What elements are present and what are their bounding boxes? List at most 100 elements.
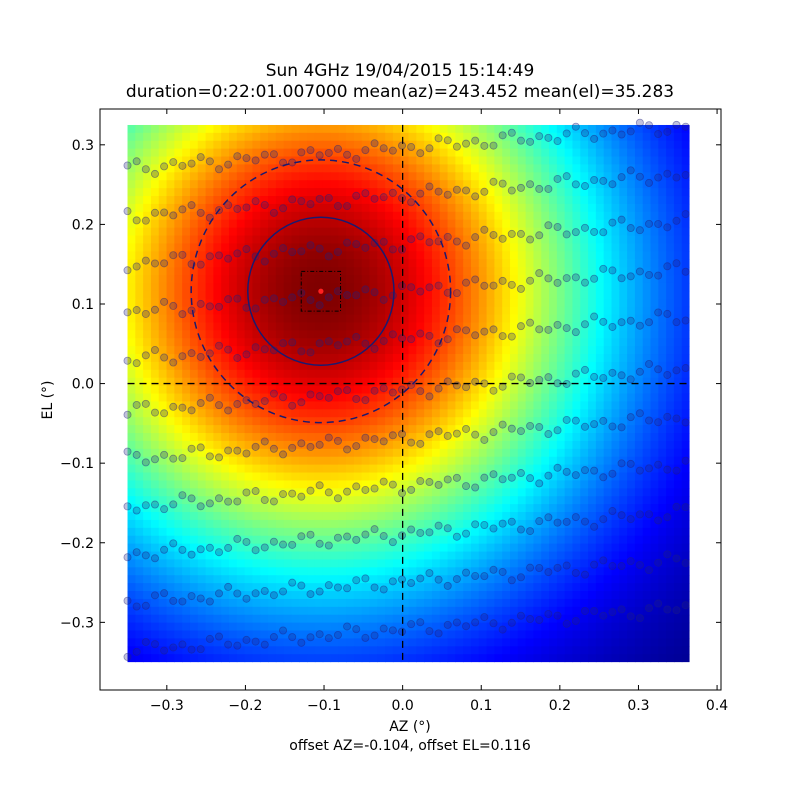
scan-point: [224, 497, 233, 506]
scan-point: [434, 575, 443, 584]
scan-point: [608, 266, 617, 275]
scan-point: [160, 545, 169, 554]
scan-point: [160, 208, 169, 217]
scan-point: [215, 251, 224, 260]
scan-point: [645, 464, 654, 473]
scan-point: [462, 326, 471, 335]
scan-point: [645, 219, 654, 228]
scan-point: [343, 238, 352, 247]
scan-point: [297, 148, 306, 157]
scan-point: [635, 267, 644, 276]
scan-point: [626, 316, 635, 325]
scan-point: [242, 537, 251, 546]
scan-point: [233, 353, 242, 362]
scan-point: [169, 251, 178, 260]
scan-point: [672, 318, 681, 327]
scan-point: [480, 225, 489, 234]
scan-point: [205, 452, 214, 461]
scan-point: [178, 545, 187, 554]
scan-point: [379, 384, 388, 393]
chart-subtitle: duration=0:22:01.007000 mean(az)=243.452…: [125, 82, 675, 102]
scan-point: [233, 534, 242, 543]
scan-point: [306, 530, 315, 539]
y-tick-label: −0.3: [60, 615, 94, 631]
scan-point: [635, 409, 644, 418]
scan-point: [580, 278, 589, 287]
scan-point: [150, 554, 159, 563]
scan-point: [535, 615, 544, 624]
scan-point: [580, 422, 589, 431]
scan-point: [260, 496, 269, 505]
x-tick-label: 0.4: [706, 698, 728, 714]
scan-point: [306, 200, 315, 209]
scan-point: [288, 540, 297, 549]
scan-point: [571, 471, 580, 480]
scan-point: [315, 339, 324, 348]
scan-point: [443, 288, 452, 297]
scan-point: [407, 525, 416, 534]
scan-point: [571, 416, 580, 425]
scan-point: [562, 517, 571, 526]
scan-point: [544, 568, 553, 577]
scan-point: [123, 161, 132, 170]
scan-point: [178, 161, 187, 170]
scan-point: [544, 133, 553, 142]
scan-point: [599, 317, 608, 326]
scan-point: [535, 132, 544, 141]
scan-point: [462, 383, 471, 392]
scan-point: [224, 160, 233, 169]
scan-point: [269, 537, 278, 546]
scan-point: [215, 589, 224, 598]
scan-point: [288, 195, 297, 204]
scan-point: [571, 122, 580, 131]
scan-point: [645, 318, 654, 327]
scan-point: [196, 443, 205, 452]
scan-point: [187, 306, 196, 315]
scan-point: [635, 226, 644, 235]
scan-point: [535, 423, 544, 432]
scan-point: [141, 399, 150, 408]
scan-point: [416, 189, 425, 198]
scan-point: [507, 280, 516, 289]
scan-point: [150, 345, 159, 354]
scan-point: [251, 343, 260, 352]
scan-point: [480, 187, 489, 196]
scan-point: [507, 128, 516, 137]
scan-point: [141, 216, 150, 225]
scan-point: [388, 538, 397, 547]
scan-point: [315, 587, 324, 596]
scan-point: [160, 589, 169, 598]
scan-point: [654, 271, 663, 280]
scan-point: [645, 121, 654, 130]
scan-point: [498, 276, 507, 285]
scan-point: [361, 243, 370, 252]
scan-point: [480, 435, 489, 444]
scan-point: [224, 446, 233, 455]
scan-point: [215, 453, 224, 462]
scan-point: [324, 581, 333, 590]
scan-point: [224, 582, 233, 591]
scan-point: [178, 310, 187, 319]
x-tick-label: 0.2: [549, 698, 571, 714]
scan-point: [443, 136, 452, 145]
x-axis-label: AZ (°): [389, 719, 431, 735]
y-axis-label: EL (°): [40, 380, 56, 419]
scan-point: [590, 312, 599, 321]
scan-point: [169, 211, 178, 220]
scan-point: [462, 568, 471, 577]
scan-point: [617, 130, 626, 139]
scan-point: [526, 527, 535, 536]
scan-point: [233, 589, 242, 598]
scan-point: [260, 295, 269, 304]
scan-point: [425, 182, 434, 191]
scan-point: [333, 436, 342, 445]
scan-point: [169, 596, 178, 605]
scan-point: [297, 581, 306, 590]
scan-point: [416, 439, 425, 448]
scan-point: [242, 396, 251, 405]
scan-point: [443, 475, 452, 484]
scan-point: [663, 262, 672, 271]
scan-point: [553, 320, 562, 329]
scan-point: [269, 591, 278, 600]
scan-point: [196, 352, 205, 361]
